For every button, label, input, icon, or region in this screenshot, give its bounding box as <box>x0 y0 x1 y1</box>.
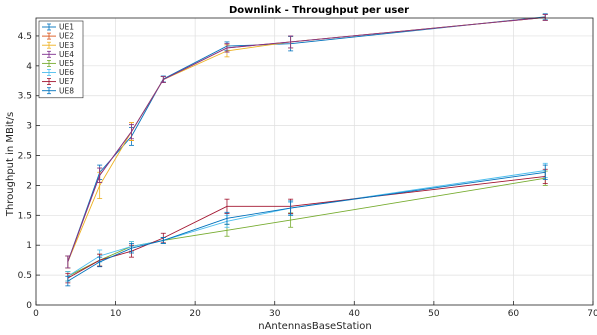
x-axis-title: nAntennasBaseStation <box>258 321 372 332</box>
y-tick-label: 3 <box>26 122 32 132</box>
error-bar <box>224 43 230 53</box>
series-line <box>67 16 546 263</box>
plot-frame <box>35 17 594 306</box>
legend-label: UE1 <box>59 23 74 32</box>
series-ue3 <box>65 14 548 269</box>
series-line <box>67 177 546 277</box>
chart-title: Downlink - Throughput per user <box>229 5 409 16</box>
series-line <box>67 175 546 279</box>
y-tick-label: 4.5 <box>18 32 32 42</box>
x-tick-label: 20 <box>189 309 201 319</box>
error-bar <box>224 211 230 225</box>
legend-item: UE3 <box>42 41 74 50</box>
x-tick-label: 0 <box>33 309 39 319</box>
legend-label: UE6 <box>59 68 74 77</box>
series-ue8 <box>65 164 548 287</box>
legend-label: UE5 <box>59 59 74 68</box>
x-tick-label: 10 <box>110 309 122 319</box>
x-tick-label: 70 <box>587 309 597 319</box>
y-tick-label: 3.5 <box>18 92 32 102</box>
legend-label: UE2 <box>59 32 74 41</box>
series-line <box>67 16 546 263</box>
x-tick-label: 40 <box>349 309 361 319</box>
legend-item: UE1 <box>42 23 74 32</box>
y-tick-label: 4 <box>26 62 32 72</box>
error-bar <box>128 243 134 254</box>
legend-item: UE8 <box>42 86 74 95</box>
legend-label: UE3 <box>59 41 74 50</box>
legend-label: UE8 <box>59 86 74 95</box>
legend-item: UE6 <box>42 68 74 77</box>
y-tick-label: 0 <box>26 301 32 311</box>
error-bar <box>160 76 166 83</box>
grid-lines <box>35 18 594 306</box>
legend-label: UE4 <box>59 50 74 59</box>
error-bar <box>128 124 134 140</box>
x-tick-label: 50 <box>428 309 440 319</box>
legend-item: UE7 <box>42 77 74 86</box>
series-ue2 <box>65 14 548 269</box>
series-ue7 <box>65 168 548 284</box>
y-tick-label: 0.5 <box>18 271 32 281</box>
y-axis-title: Throughput in MBit/s <box>5 112 16 217</box>
legend-label: UE7 <box>59 77 74 86</box>
legend-item: UE4 <box>42 50 74 59</box>
x-tick-label: 60 <box>508 309 520 319</box>
error-bar <box>65 255 71 269</box>
legend-box <box>38 20 84 99</box>
error-bar <box>288 35 294 49</box>
series-ue5 <box>65 170 548 282</box>
series-ue4 <box>65 14 548 269</box>
axis-ticks: 0 10 20 30 40 50 60 70 0 0.5 1 1.5 2 2.5 3 3.5 4 4.5 <box>18 32 597 319</box>
y-tick-label: 2 <box>26 181 32 191</box>
x-tick-label: 30 <box>269 309 281 319</box>
legend-item: UE2 <box>42 32 74 41</box>
y-tick-label: 2.5 <box>18 152 32 162</box>
series-line <box>67 171 546 282</box>
series-line <box>67 16 546 263</box>
series-line <box>67 170 546 277</box>
y-tick-label: 1 <box>26 241 32 251</box>
error-bar <box>97 167 103 183</box>
error-bar <box>160 237 166 244</box>
error-bar <box>97 256 103 268</box>
series-ue1 <box>65 13 548 269</box>
error-bar <box>542 164 548 180</box>
series-line <box>67 16 546 263</box>
error-bar <box>288 200 294 216</box>
y-tick-label: 1.5 <box>18 211 32 221</box>
legend-item: UE5 <box>42 59 74 68</box>
error-bar <box>65 275 71 287</box>
series-ue6 <box>65 162 548 282</box>
series-lines <box>65 13 548 287</box>
error-bar <box>542 14 548 21</box>
